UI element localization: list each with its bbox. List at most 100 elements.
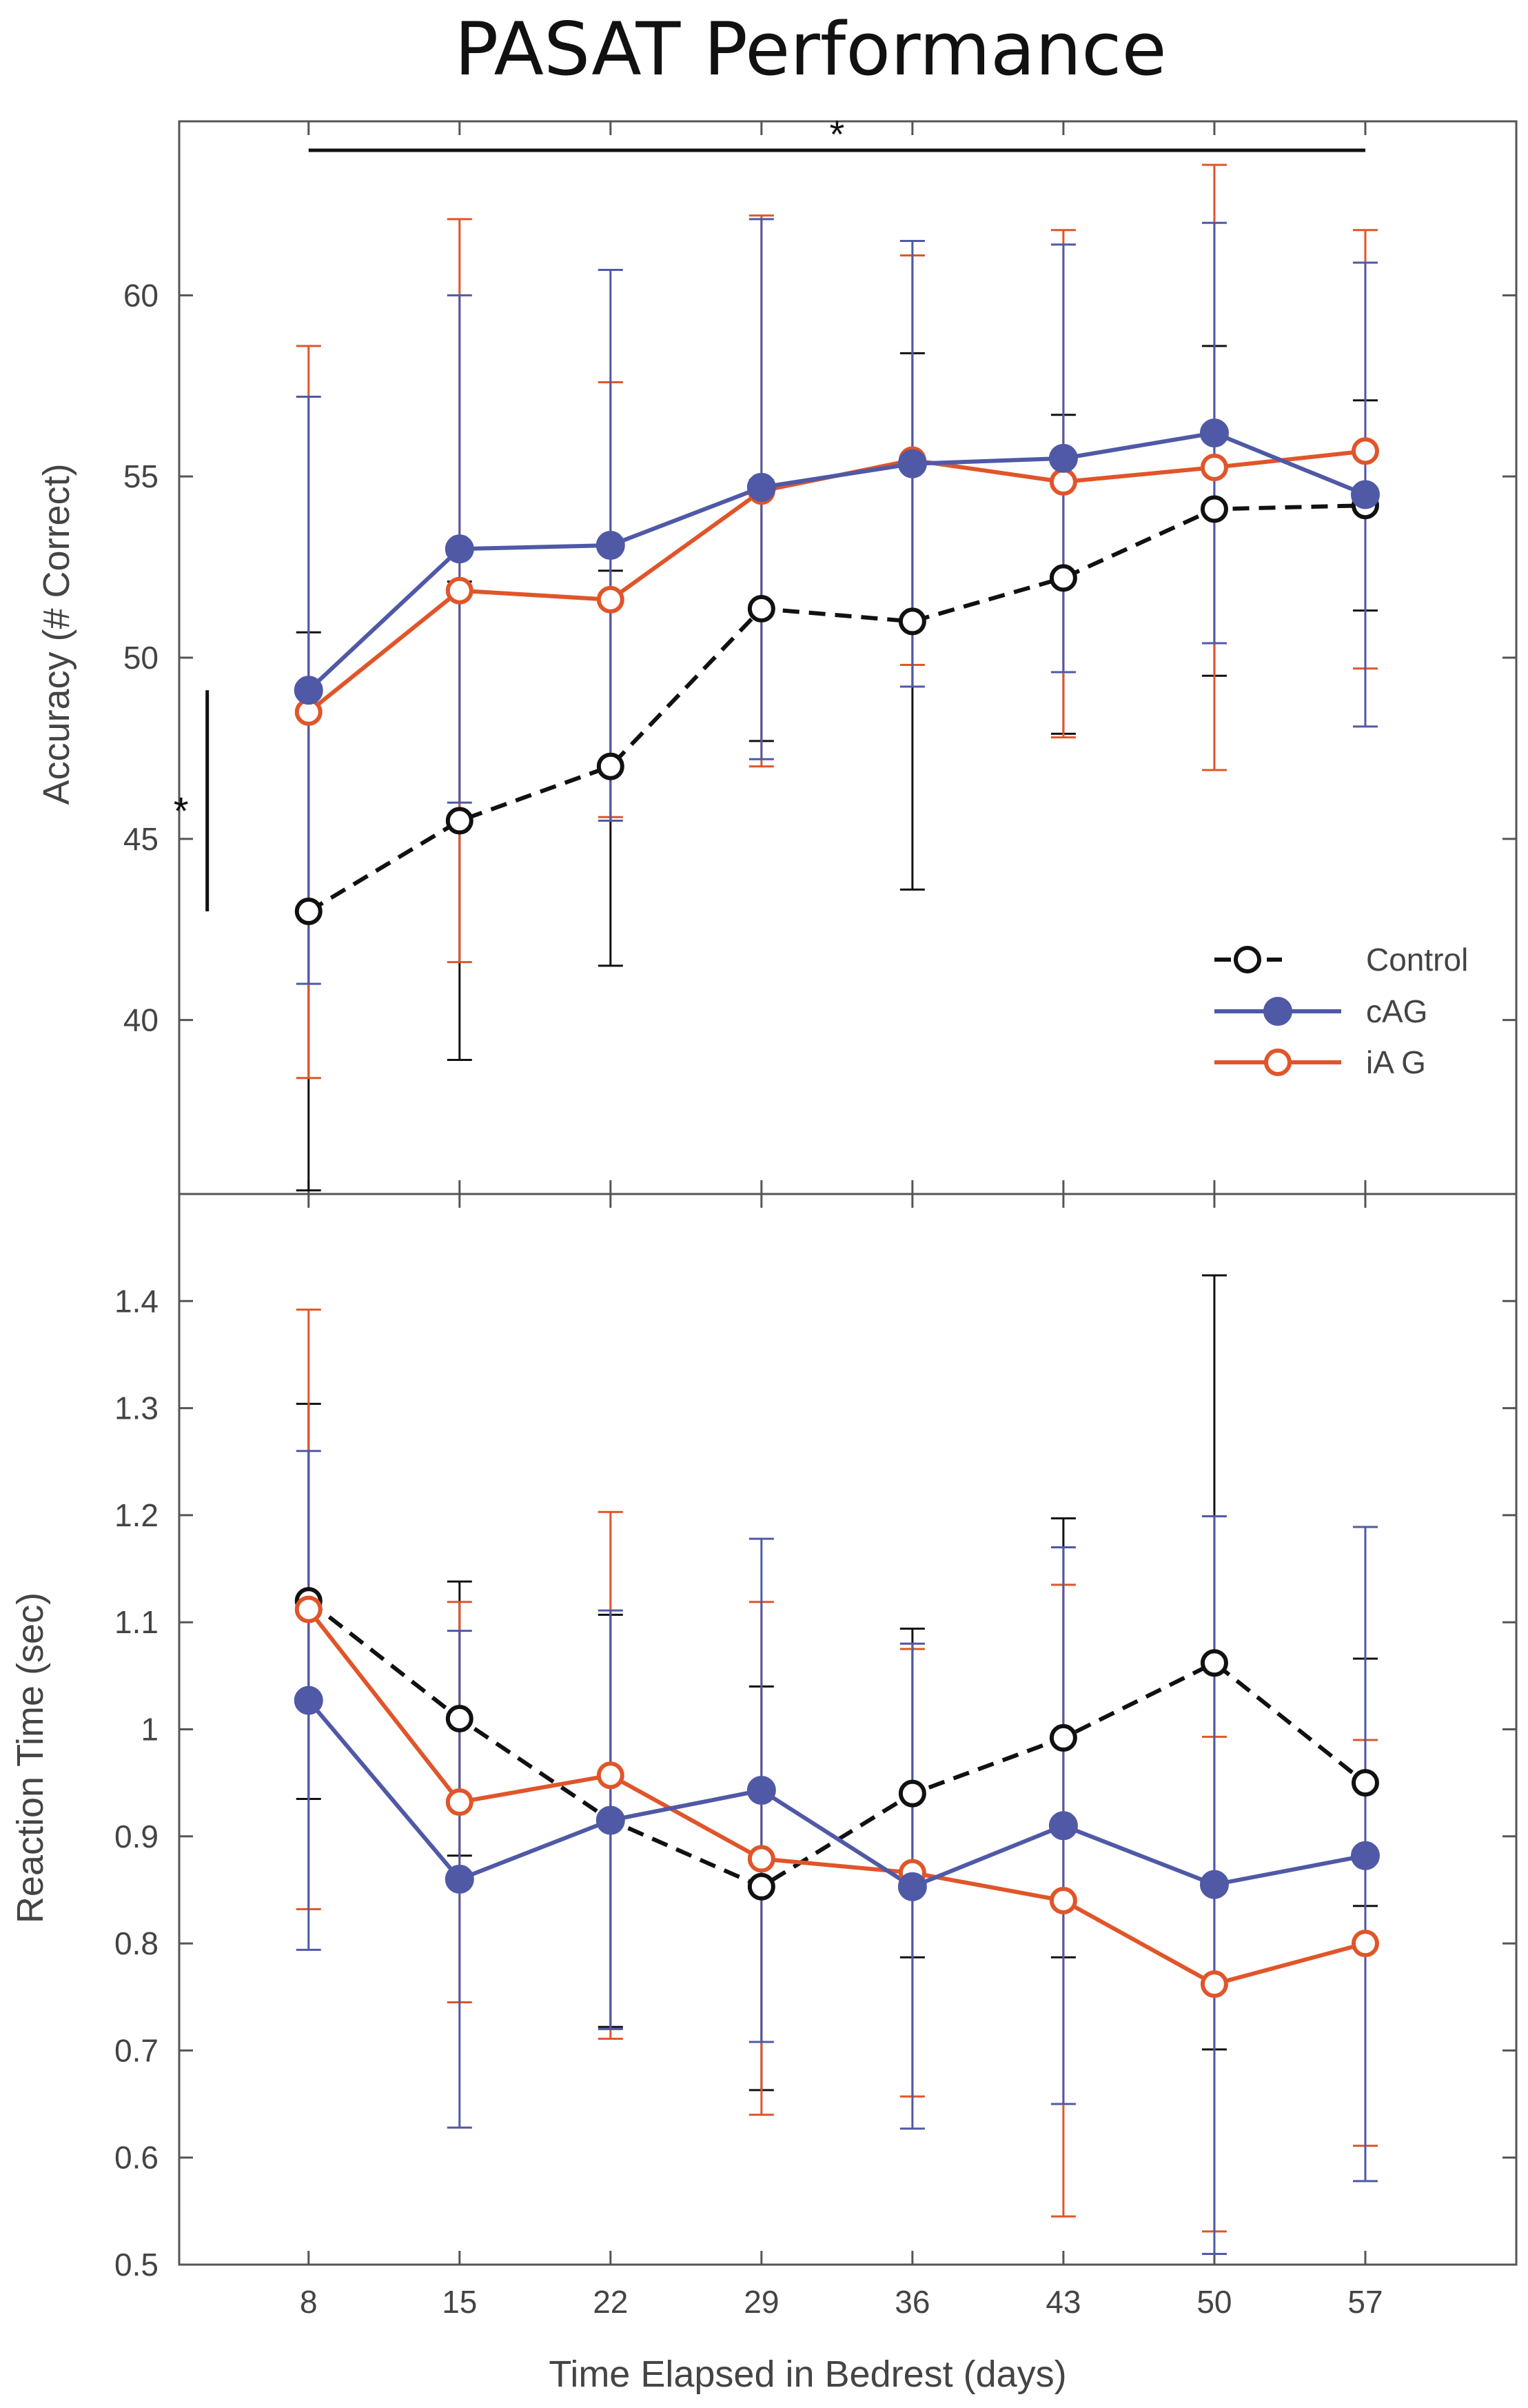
series-line-control bbox=[307, 503, 1366, 913]
reaction-time-series-lines bbox=[307, 1599, 1367, 1987]
data-point-cag bbox=[746, 472, 776, 502]
data-point-control bbox=[1049, 564, 1077, 592]
x-tick-label: 43 bbox=[1046, 2284, 1081, 2320]
x-tick-label: 57 bbox=[1347, 2284, 1383, 2320]
accuracy-y-axis-label: Accuracy (# Correct) bbox=[36, 463, 77, 805]
data-point-cag bbox=[445, 534, 474, 564]
data-point-cag bbox=[445, 1864, 474, 1894]
reaction-time-markers bbox=[294, 1587, 1380, 1999]
legend: Control cAG iA G bbox=[1214, 942, 1468, 1080]
accuracy-plot-frame bbox=[178, 120, 1518, 1195]
data-point-ia-g bbox=[1049, 1886, 1077, 1914]
data-point-control bbox=[445, 1704, 473, 1732]
reaction-time-plot-frame bbox=[178, 1193, 1518, 2266]
data-point-control bbox=[1049, 1723, 1077, 1752]
data-point-control bbox=[1351, 1769, 1379, 1797]
x-axis-label: Time Elapsed in Bedrest (days) bbox=[549, 2354, 1066, 2395]
series-line-control bbox=[307, 1599, 1367, 1889]
data-point-ia-g bbox=[1351, 437, 1379, 465]
accuracy-panel: 40 45 50 55 60 * * Control cAG iA G Accuracy… bbox=[36, 112, 1518, 1195]
data-point-cag bbox=[1350, 480, 1380, 509]
accuracy-markers bbox=[294, 418, 1380, 925]
accuracy-x-ticks bbox=[307, 121, 1367, 1194]
legend-label-cag: cAG bbox=[1366, 993, 1427, 1029]
data-point-control bbox=[1200, 1649, 1228, 1677]
plot-border bbox=[178, 120, 1518, 1195]
x-tick-label: 8 bbox=[300, 2284, 318, 2320]
reaction-time-x-axis: 8 15 22 29 36 43 50 57 bbox=[300, 1194, 1383, 2320]
y-tick-label: 0.5 bbox=[114, 2247, 159, 2283]
y-tick-label: 1 bbox=[141, 1712, 159, 1748]
data-point-cag bbox=[595, 531, 625, 560]
data-point-ia-g bbox=[1351, 1930, 1379, 1958]
y-tick-label: 40 bbox=[123, 1002, 159, 1038]
y-tick-label: 1.4 bbox=[114, 1283, 159, 1319]
data-point-ia-g bbox=[445, 576, 473, 605]
x-tick-label: 22 bbox=[593, 2284, 628, 2320]
data-point-ia-g bbox=[596, 585, 624, 614]
data-point-ia-g bbox=[445, 1788, 473, 1817]
reaction-time-y-axis: 0.5 0.6 0.7 0.8 0.9 1 1.1 1.2 1.3 1.4 bbox=[114, 1283, 1516, 2283]
data-point-control bbox=[898, 1779, 926, 1808]
data-point-ia-g bbox=[1200, 454, 1228, 482]
x-tick-label: 29 bbox=[744, 2284, 779, 2320]
legend-label-iag: iA G bbox=[1366, 1044, 1426, 1080]
series-line-ia-g bbox=[307, 1608, 1366, 1987]
data-point-cag bbox=[595, 1805, 625, 1835]
reaction-time-y-axis-label: Reaction Time (sec) bbox=[10, 1592, 51, 1923]
y-tick-label: 45 bbox=[123, 821, 159, 857]
data-point-cag bbox=[1048, 1811, 1078, 1841]
y-tick-label: 1.3 bbox=[114, 1390, 159, 1426]
y-tick-label: 55 bbox=[123, 458, 159, 494]
data-point-ia-g bbox=[294, 1595, 323, 1623]
data-point-ia-g bbox=[747, 1845, 775, 1873]
accuracy-significance: * * bbox=[174, 112, 1365, 911]
legend-label-control: Control bbox=[1366, 942, 1468, 978]
data-point-cag bbox=[294, 1686, 323, 1715]
data-point-cag bbox=[1048, 443, 1078, 473]
data-point-cag bbox=[1199, 418, 1229, 448]
x-tick-label: 50 bbox=[1196, 2284, 1232, 2320]
data-point-control bbox=[294, 897, 323, 925]
y-tick-label: 0.8 bbox=[114, 1925, 159, 1961]
accuracy-series-lines bbox=[307, 431, 1367, 913]
data-point-ia-g bbox=[1049, 468, 1077, 496]
accuracy-y-axis: 40 45 50 55 60 bbox=[123, 277, 1516, 1038]
data-point-cag bbox=[746, 1776, 776, 1805]
data-point-control bbox=[1200, 495, 1228, 523]
y-tick-label: 1.1 bbox=[114, 1604, 159, 1640]
data-point-cag bbox=[1350, 1841, 1380, 1870]
data-point-cag bbox=[1199, 1870, 1229, 1899]
y-tick-label: 60 bbox=[123, 277, 159, 313]
legend-marker-iag bbox=[1264, 1049, 1292, 1076]
accuracy-error-bars bbox=[296, 163, 1378, 1192]
reaction-time-error-bars bbox=[296, 1274, 1378, 2255]
figure-title: PASAT Performance bbox=[454, 7, 1166, 92]
data-point-cag bbox=[897, 449, 927, 478]
series-line-cag bbox=[307, 431, 1367, 692]
plot-border bbox=[178, 1193, 1518, 2266]
series-line-cag bbox=[307, 1699, 1366, 1889]
y-tick-label: 1.2 bbox=[114, 1497, 159, 1533]
reaction-time-panel: 0.5 0.6 0.7 0.8 0.9 1 1.1 1.2 1.3 1.4 8 15 22 29 36 43… bbox=[10, 1193, 1518, 2395]
significance-star-horizontal: * bbox=[829, 112, 844, 156]
legend-marker-control bbox=[1234, 946, 1261, 973]
data-point-control bbox=[747, 1872, 775, 1901]
significance-star-vertical: * bbox=[174, 789, 189, 833]
y-tick-label: 50 bbox=[123, 640, 159, 676]
y-tick-label: 0.6 bbox=[114, 2140, 159, 2176]
x-tick-label: 36 bbox=[895, 2284, 930, 2320]
data-point-control bbox=[898, 607, 926, 636]
data-point-ia-g bbox=[1200, 1970, 1228, 1999]
data-point-cag bbox=[897, 1872, 927, 1901]
data-point-cag bbox=[294, 676, 323, 705]
data-point-control bbox=[596, 752, 624, 780]
x-tick-label: 15 bbox=[442, 2284, 477, 2320]
y-tick-label: 0.9 bbox=[114, 1819, 159, 1854]
legend-marker-cag bbox=[1263, 997, 1292, 1026]
data-point-ia-g bbox=[596, 1761, 624, 1790]
y-tick-label: 0.7 bbox=[114, 2032, 159, 2068]
data-point-control bbox=[747, 595, 775, 623]
data-point-control bbox=[445, 807, 473, 835]
